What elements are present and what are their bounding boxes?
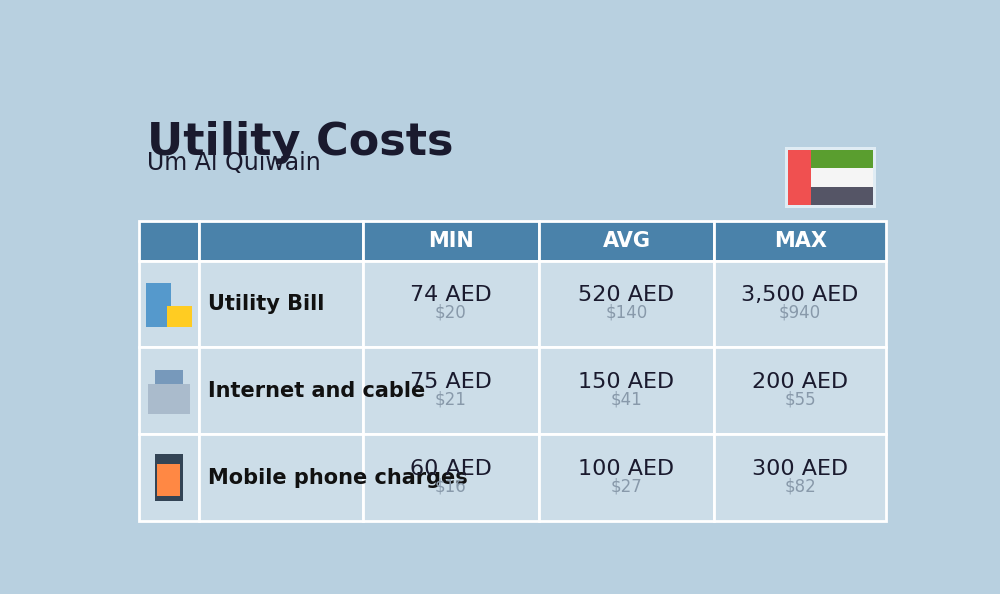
Text: Um Al Quiwain: Um Al Quiwain (147, 151, 320, 175)
Bar (139, 347, 199, 434)
Text: $16: $16 (435, 477, 467, 495)
Bar (714, 261, 886, 347)
Bar (146, 307, 167, 327)
Text: 74 AED: 74 AED (410, 285, 492, 305)
Bar (363, 261, 539, 347)
Bar (788, 150, 873, 168)
Bar (363, 347, 539, 434)
Text: AVG: AVG (602, 230, 650, 251)
Bar (146, 283, 171, 307)
Bar (714, 220, 886, 261)
Text: Utility Bill: Utility Bill (208, 294, 324, 314)
Bar (788, 168, 873, 187)
Bar (139, 220, 199, 261)
Text: 100 AED: 100 AED (578, 459, 674, 479)
Bar (539, 261, 714, 347)
Text: $20: $20 (435, 304, 467, 322)
Bar (199, 434, 363, 521)
Bar (199, 347, 363, 434)
Text: 150 AED: 150 AED (578, 372, 674, 392)
Bar (167, 307, 192, 327)
Text: $140: $140 (605, 304, 648, 322)
Text: 200 AED: 200 AED (752, 372, 848, 392)
Bar (788, 150, 873, 206)
Text: 300 AED: 300 AED (752, 459, 848, 479)
Text: $82: $82 (784, 477, 816, 495)
Text: $41: $41 (611, 390, 642, 409)
Bar (155, 370, 183, 384)
Text: MIN: MIN (428, 230, 474, 251)
Bar (714, 347, 886, 434)
Text: $55: $55 (784, 390, 816, 409)
Bar (785, 147, 876, 208)
Bar (155, 454, 183, 501)
Bar (539, 220, 714, 261)
Bar (714, 434, 886, 521)
Text: 3,500 AED: 3,500 AED (741, 285, 859, 305)
Bar (139, 214, 886, 220)
Text: 520 AED: 520 AED (578, 285, 674, 305)
Text: $21: $21 (435, 390, 467, 409)
Bar (363, 434, 539, 521)
Text: 60 AED: 60 AED (410, 459, 492, 479)
Bar (139, 261, 199, 347)
Bar (539, 434, 714, 521)
Bar (148, 384, 190, 414)
Bar (199, 220, 363, 261)
Bar (157, 464, 180, 496)
Text: $27: $27 (611, 477, 642, 495)
Text: Internet and cable: Internet and cable (208, 381, 425, 401)
Text: 75 AED: 75 AED (410, 372, 492, 392)
Text: MAX: MAX (774, 230, 827, 251)
Bar (199, 261, 363, 347)
Text: Mobile phone charges: Mobile phone charges (208, 467, 468, 488)
Bar (788, 150, 811, 206)
Bar (788, 187, 873, 206)
Text: $940: $940 (779, 304, 821, 322)
Bar (539, 347, 714, 434)
Text: Utility Costs: Utility Costs (147, 121, 453, 163)
Bar (363, 220, 539, 261)
Bar (139, 434, 199, 521)
